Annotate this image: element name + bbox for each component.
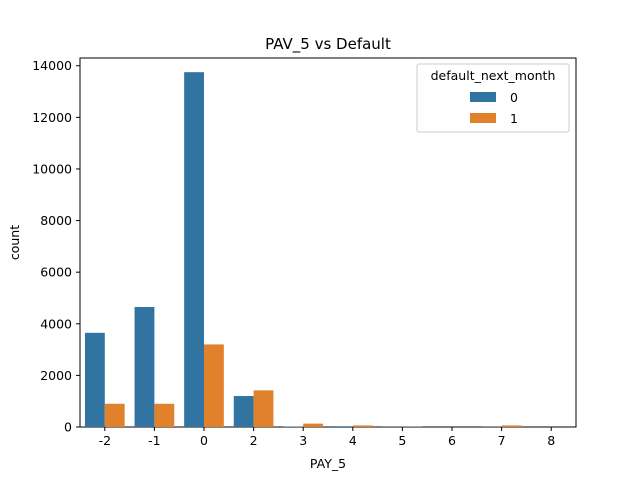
plot-frame: [79, 57, 577, 428]
legend-swatch-1: [470, 113, 496, 123]
x-tick-label: 5: [398, 433, 406, 448]
bar-series-1--1: [154, 403, 175, 427]
bar-series-0-2: [233, 396, 254, 427]
bar-series-0-0: [184, 72, 204, 427]
y-tick-label: 4000: [40, 316, 72, 331]
bar-series-0--2: [84, 332, 105, 427]
x-tick-label: -1: [148, 433, 160, 448]
y-tick-label: 10000: [32, 161, 72, 176]
y-tick-label: 12000: [32, 110, 72, 125]
bar-series-1--2: [104, 403, 125, 427]
y-tick-label: 6000: [40, 265, 72, 280]
x-tick-label: 7: [498, 433, 506, 448]
bar-series-1-2: [253, 390, 274, 427]
legend-title: default_next_month: [431, 68, 556, 83]
y-axis-label: count: [7, 225, 22, 260]
chart-title: PAV_5 vs Default: [265, 35, 391, 54]
bar-series-0-4: [332, 426, 353, 427]
legend-label-0: 0: [510, 90, 518, 105]
x-axis-label: PAY_5: [310, 456, 346, 471]
bars: [84, 72, 522, 427]
legend-swatch-0: [470, 92, 496, 102]
x-tick-label: 8: [547, 433, 555, 448]
y-tick-label: 2000: [40, 368, 72, 383]
x-tick-label: -2: [99, 433, 111, 448]
legend-label-1: 1: [510, 111, 518, 126]
bar-series-0--1: [134, 307, 155, 427]
bar-series-1-0: [204, 344, 224, 427]
legend-items: 01: [470, 90, 518, 126]
x-tick-label: 4: [349, 433, 357, 448]
x-tick-label: 6: [448, 433, 456, 448]
x-tick-label: 2: [250, 433, 258, 448]
plot-area: -2 -1 0 2 3 4 5 6 7 8 0 2000 4000 6000 8000 10000 12000…: [32, 57, 577, 448]
legend: default_next_month 01: [416, 63, 570, 133]
bar-series-1-7: [501, 425, 522, 427]
y-tick-label: 14000: [32, 58, 72, 73]
y-tick-label: 0: [64, 420, 72, 435]
x-tick-label: 3: [299, 433, 307, 448]
y-axis: 0 2000 4000 6000 8000 10000 12000 14000: [32, 58, 80, 435]
bar-series-1-4: [352, 425, 373, 427]
bar-series-1-3: [303, 423, 324, 427]
x-tick-label: 0: [200, 433, 208, 448]
y-tick-label: 8000: [40, 213, 72, 228]
x-axis: -2 -1 0 2 3 4 5 6 7 8: [99, 427, 555, 448]
bar-series-0-3: [283, 426, 304, 427]
